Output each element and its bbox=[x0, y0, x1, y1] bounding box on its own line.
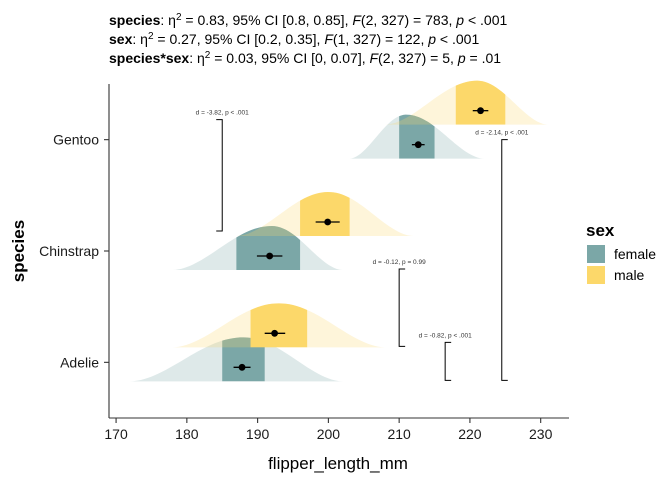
cloud-gentoo-female bbox=[349, 114, 485, 159]
iqr-band bbox=[300, 192, 350, 236]
subtitle-segment: 2 bbox=[148, 31, 154, 42]
subtitle-segment: = 0.27, 95% CI [0.2, 0.35], bbox=[154, 31, 325, 47]
subtitle-segment: p bbox=[455, 12, 464, 28]
subtitle-segment: sex bbox=[109, 31, 133, 47]
subtitle-segment: 2 bbox=[205, 50, 211, 61]
x-tick-label: 180 bbox=[175, 426, 199, 442]
bracket-line bbox=[398, 268, 406, 347]
y-tick-label-gentoo: Gentoo bbox=[53, 132, 99, 148]
subtitle-segment: = 0.83, 95% CI [0.8, 0.85], bbox=[182, 12, 353, 28]
subtitle-segment: : η bbox=[160, 12, 176, 28]
mean-point bbox=[324, 218, 332, 226]
mean-point bbox=[414, 141, 422, 149]
subtitle-segment: F bbox=[324, 31, 334, 47]
iqr-band bbox=[455, 80, 506, 125]
subtitle-segment: species*sex bbox=[109, 50, 189, 66]
x-tick-label: 190 bbox=[246, 426, 270, 442]
x-tick-label: 220 bbox=[458, 426, 482, 442]
subtitle-segment: 2 bbox=[176, 12, 182, 23]
y-axis-title: species bbox=[9, 220, 28, 282]
cloud-chinstrap-female bbox=[172, 226, 343, 270]
effect-size-label: d = -2.14, p < .001 bbox=[475, 130, 529, 137]
cloud-chinstrap-male bbox=[236, 192, 414, 236]
legend-label-male: male bbox=[614, 267, 645, 283]
mean-point bbox=[238, 363, 246, 371]
y-tick-label-adelie: Adelie bbox=[60, 354, 99, 370]
mean-point bbox=[266, 252, 274, 260]
annotation-bracket: d = -2.14, p < .001 bbox=[475, 130, 529, 381]
x-tick-label: 200 bbox=[317, 426, 341, 442]
mean-point bbox=[271, 329, 278, 337]
subtitle-line-1: species: η2 = 0.83, 95% CI [0.8, 0.85], … bbox=[109, 12, 507, 29]
subtitle-segment: < .001 bbox=[436, 31, 479, 47]
subtitle-line-3: species*sex: η2 = 0.03, 95% CI [0, 0.07]… bbox=[109, 50, 501, 67]
annotation-bracket: d = -0.82, p < .001 bbox=[419, 332, 473, 381]
legend: sex female male bbox=[586, 221, 656, 284]
effect-size-annotations: d = -3.82, p < .001 d = -0.12, p = 0.99 d … bbox=[196, 110, 529, 381]
bracket-line bbox=[444, 341, 452, 381]
subtitle-segment: p bbox=[457, 50, 466, 66]
subtitle-segment: (1, 327) = 122, bbox=[333, 31, 428, 47]
iqr-band bbox=[250, 303, 308, 348]
legend-key-female bbox=[587, 245, 605, 263]
chart-subtitle: species: η2 = 0.83, 95% CI [0.8, 0.85], … bbox=[109, 12, 507, 67]
subtitle-segment: : η bbox=[189, 50, 205, 66]
effect-size-label: d = -0.12, p = 0.99 bbox=[373, 259, 427, 266]
bracket-line bbox=[501, 139, 508, 381]
cloud-adelie-male bbox=[172, 303, 385, 348]
subtitle-segment: < .001 bbox=[464, 12, 507, 28]
cloud-gentoo-male bbox=[385, 80, 548, 125]
subtitle-line-2: sex: η2 = 0.27, 95% CI [0.2, 0.35], F(1,… bbox=[109, 31, 479, 48]
subtitle-segment: F bbox=[352, 12, 362, 28]
x-axis-ticks: 170 180 190 200 210 220 230 bbox=[104, 418, 553, 442]
subtitle-segment: = 0.03, 95% CI [0, 0.07], bbox=[210, 50, 369, 66]
mean-point bbox=[477, 107, 484, 115]
x-axis-title: flipper_length_mm bbox=[268, 454, 408, 473]
x-tick-label: 210 bbox=[387, 426, 411, 442]
annotation-bracket: d = -3.82, p < .001 bbox=[196, 110, 250, 232]
effect-size-label: d = -0.82, p < .001 bbox=[419, 332, 473, 339]
subtitle-segment: species bbox=[109, 12, 161, 28]
subtitle-segment: (2, 327) = 5, bbox=[378, 50, 458, 66]
density-clouds bbox=[130, 80, 548, 382]
subtitle-segment: (2, 327) = 783, bbox=[361, 12, 456, 28]
y-axis-ticks: Adelie Chinstrap Gentoo bbox=[39, 132, 109, 370]
effect-size-label: d = -3.82, p < .001 bbox=[196, 110, 250, 117]
iqr-band bbox=[236, 226, 301, 270]
annotation-bracket: d = -0.12, p = 0.99 bbox=[373, 259, 427, 347]
x-tick-label: 170 bbox=[104, 426, 128, 442]
y-tick-label-chinstrap: Chinstrap bbox=[39, 243, 99, 259]
x-tick-label: 230 bbox=[529, 426, 553, 442]
bracket-line bbox=[216, 119, 223, 232]
subtitle-segment: p bbox=[427, 31, 436, 47]
legend-key-male bbox=[587, 266, 605, 284]
subtitle-segment: F bbox=[369, 50, 379, 66]
subtitle-segment: = .01 bbox=[466, 50, 502, 66]
subtitle-segment: : η bbox=[132, 31, 148, 47]
legend-title: sex bbox=[586, 221, 615, 240]
legend-label-female: female bbox=[614, 246, 656, 262]
